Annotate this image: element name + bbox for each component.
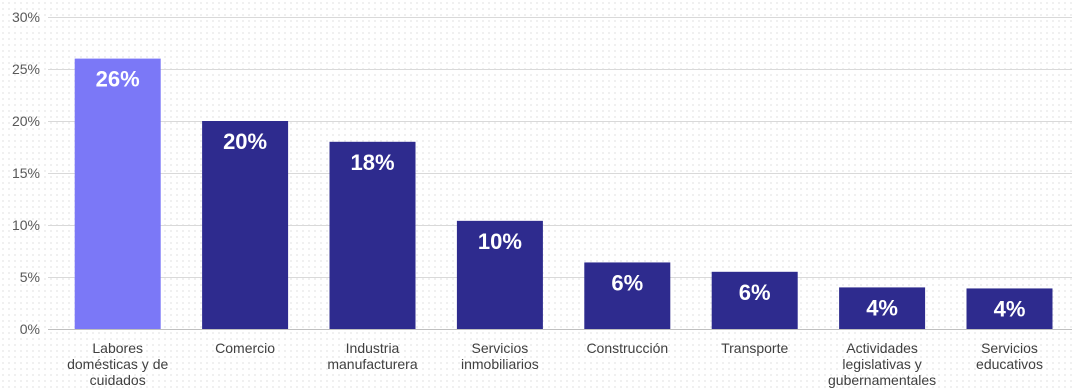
y-tick-label: 25%: [12, 61, 40, 77]
data-label: 4%: [994, 296, 1026, 321]
bar: [584, 262, 671, 329]
bar: [329, 141, 416, 329]
category-label: Construcción: [586, 340, 668, 356]
category-label: Comercio: [215, 340, 275, 356]
y-tick-label: 15%: [12, 165, 40, 181]
data-label: 18%: [350, 150, 394, 175]
category-label-line: cuidados: [90, 372, 146, 388]
gridlines: [48, 17, 1072, 330]
category-label-line: Comercio: [215, 340, 275, 356]
y-tick-label: 5%: [20, 269, 40, 285]
category-label: Industria manufacturera: [327, 340, 417, 372]
category-label-line: Labores: [92, 340, 143, 356]
category-label-line: Actividades: [846, 340, 918, 356]
bar: [74, 58, 161, 329]
category-label-line: gubernamentales: [828, 372, 936, 388]
data-labels: 26% 20% 18% 10% 6% 6% 4% 4%: [96, 67, 1026, 322]
bar: [839, 287, 926, 329]
data-label: 10%: [478, 229, 522, 254]
y-tick-label: 10%: [12, 217, 40, 233]
category-label-line: manufacturera: [327, 356, 417, 372]
y-tick-label: 20%: [12, 113, 40, 129]
bar: [202, 121, 289, 329]
category-label-line: inmobiliarios: [461, 356, 539, 372]
y-tick-label: 0%: [20, 321, 40, 337]
category-label: Actividades legislativas y gubernamentales: [828, 340, 936, 388]
y-axis-ticks: 0% 5% 10% 15% 20% 25% 30%: [12, 9, 40, 337]
data-label: 6%: [611, 270, 643, 295]
data-label: 6%: [739, 280, 771, 305]
category-label-line: Construcción: [586, 340, 668, 356]
x-axis-labels: Labores domésticas y de cuidados Comercio In…: [67, 340, 1043, 388]
category-label-line: Servicios: [472, 340, 529, 356]
bar: [711, 271, 798, 329]
data-label: 26%: [96, 67, 140, 92]
category-label-line: domésticas y de: [67, 356, 168, 372]
y-tick-label: 30%: [12, 9, 40, 25]
category-label: Transporte: [721, 340, 788, 356]
data-label: 20%: [223, 129, 267, 154]
category-label-line: Servicios: [981, 340, 1038, 356]
category-label: Servicios educativos: [976, 340, 1043, 372]
category-label-line: Transporte: [721, 340, 788, 356]
category-label-line: legislativas y: [842, 356, 921, 372]
category-label: Servicios inmobiliarios: [461, 340, 539, 372]
category-label-line: educativos: [976, 356, 1043, 372]
category-label: Labores domésticas y de cuidados: [67, 340, 168, 388]
bars: [74, 58, 1053, 329]
category-label-line: Industria: [346, 340, 400, 356]
bar: [966, 288, 1053, 329]
bar: [456, 220, 543, 329]
data-label: 4%: [866, 295, 898, 320]
